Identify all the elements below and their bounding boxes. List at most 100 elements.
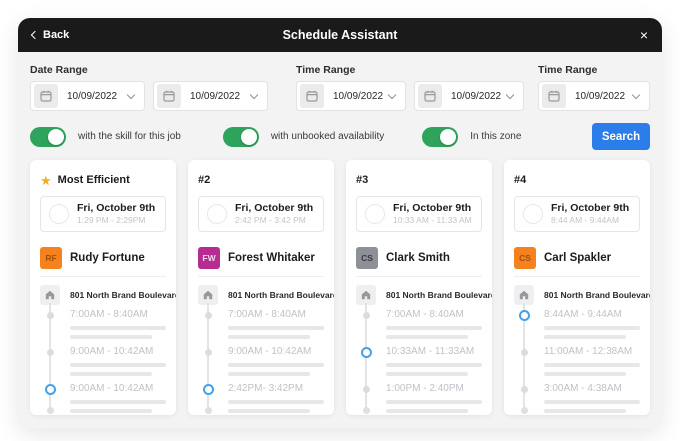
skeleton-bar <box>228 409 310 413</box>
timeline: 8:44AM - 9:44AM 11:00AM - 12:38AM 3:00AM… <box>514 303 640 414</box>
technician-row: CS Clark Smith <box>356 240 482 277</box>
timeline-slot: 1:00PM - 2:40PM <box>363 383 482 413</box>
date-value: 10/09/2022 <box>190 90 241 102</box>
skeleton-bar <box>386 372 468 376</box>
date-option[interactable]: Fri, October 9th 8:44 AM - 9:44AM <box>514 196 640 232</box>
back-button[interactable]: Back <box>30 29 70 41</box>
skeleton-bar <box>386 409 468 413</box>
date-option[interactable]: Fri, October 9th 1:29 PM - 2:29PM <box>40 196 166 232</box>
toggle-zone[interactable] <box>422 126 459 147</box>
address-row: 801 North Brand Boulevard <box>40 277 176 309</box>
calendar-icon <box>418 84 442 108</box>
avatar: FW <box>198 247 220 269</box>
schedule-card: #2 Fri, October 9th 2:42 PM - 3:42 PM FW… <box>188 160 334 415</box>
chevron-down-icon <box>631 90 641 99</box>
close-icon[interactable]: × <box>639 27 648 43</box>
skeleton-bar <box>386 326 482 330</box>
date-input-end[interactable]: 10/09/2022 <box>153 81 268 111</box>
calendar-icon <box>34 84 58 108</box>
toggle-skill[interactable] <box>30 126 66 147</box>
skeleton-bar <box>228 363 324 367</box>
time-range-group-2: Time Range 10/09/2022 <box>538 64 650 111</box>
date-option[interactable]: Fri, October 9th 10:33 AM - 11:33 AM <box>356 196 482 232</box>
skeleton-bar <box>228 400 324 404</box>
calendar-icon <box>542 84 566 108</box>
chevron-down-icon <box>249 90 259 99</box>
timeline-slot: 10:33AM - 11:33AM <box>361 346 482 376</box>
timeline-dot <box>519 310 530 321</box>
schedule-assistant-modal: Back Schedule Assistant × Date Range 10/… <box>18 18 662 428</box>
timeline-slot: 3:00AM - 4:38AM <box>521 383 640 413</box>
schedule-card: #3 Fri, October 9th 10:33 AM - 11:33 AM … <box>346 160 492 415</box>
toggle-availability-wrap: with unbooked availability <box>222 126 384 147</box>
technician-row: CS Carl Spakler <box>514 240 640 277</box>
timeline-dot <box>363 312 370 319</box>
date-title: Fri, October 9th <box>551 202 630 214</box>
timeline-dot <box>203 384 214 395</box>
skeleton-bar <box>544 326 640 330</box>
technician-row: FW Forest Whitaker <box>198 240 324 277</box>
time-input-end[interactable]: 10/09/2022 <box>414 81 524 111</box>
date-title: Fri, October 9th <box>77 202 156 214</box>
timeline-slot: 8:44AM - 9:44AM <box>519 309 640 339</box>
timeline-line <box>523 303 525 409</box>
slot-time: 9:00AM - 10:42AM <box>70 383 154 394</box>
skeleton-bar <box>70 326 166 330</box>
time-input-single[interactable]: 10/09/2022 <box>538 81 650 111</box>
date-value: 10/09/2022 <box>575 90 626 102</box>
date-time-range: 10:33 AM - 11:33 AM <box>393 215 472 225</box>
timeline-slot: 2:42PM- 3:42PM <box>203 383 324 413</box>
skeleton-bar <box>544 335 626 339</box>
skeleton-bar <box>70 372 152 376</box>
toggle-availability[interactable] <box>222 126 259 147</box>
home-icon <box>198 285 218 305</box>
slot-time: 9:00AM - 10:42AM <box>70 346 154 357</box>
timeline-end-dot <box>363 407 370 414</box>
address-text: 801 North Brand Boulevard <box>386 290 492 300</box>
timeline-dot <box>47 349 54 356</box>
date-input-start[interactable]: 10/09/2022 <box>30 81 145 111</box>
address-row: 801 North Brand Boulevard <box>198 277 334 309</box>
toggle-skill-wrap: with the skill for this job <box>30 126 181 147</box>
date-value: 10/09/2022 <box>333 90 384 102</box>
timeline-slot: 7:00AM - 8:40AM <box>363 309 482 339</box>
chevron-down-icon <box>505 90 515 99</box>
address-text: 801 North Brand Boulevard <box>228 290 334 300</box>
home-icon <box>356 285 376 305</box>
timeline: 7:00AM - 8:40AM 9:00AM - 10:42AM 2:42PM-… <box>198 303 324 414</box>
slot-time: 7:00AM - 8:40AM <box>228 309 306 320</box>
toggle-label: with the skill for this job <box>78 131 181 142</box>
technician-name: Carl Spakler <box>544 252 612 264</box>
radio-button[interactable] <box>365 204 385 224</box>
search-button[interactable]: Search <box>592 123 650 150</box>
radio-button[interactable] <box>523 204 543 224</box>
timeline-slot: 9:00AM - 10:42AM <box>47 346 166 376</box>
radio-button[interactable] <box>207 204 227 224</box>
timeline-slot: 11:00AM - 12:38AM <box>521 346 640 376</box>
card-header: ★ Most Efficient <box>40 172 166 188</box>
time-input-start[interactable]: 10/09/2022 <box>296 81 406 111</box>
date-title: Fri, October 9th <box>393 202 472 214</box>
time-range-label: Time Range <box>538 64 598 76</box>
slot-time: 10:33AM - 11:33AM <box>386 346 475 357</box>
timeline-dot <box>521 386 528 393</box>
timeline-line <box>49 303 51 409</box>
toggle-label: In this zone <box>470 131 522 142</box>
timeline-line <box>207 303 209 409</box>
back-label: Back <box>43 29 70 41</box>
card-rank-label: #3 <box>356 174 369 186</box>
skeleton-bar <box>544 400 640 404</box>
card-rank-label: Most Efficient <box>57 174 130 186</box>
date-time-range: 2:42 PM - 3:42 PM <box>235 215 306 225</box>
calendar-icon <box>157 84 181 108</box>
skeleton-bar <box>70 409 152 413</box>
schedule-card: ★ Most Efficient Fri, October 9th 1:29 P… <box>30 160 176 415</box>
technician-name: Forest Whitaker <box>228 252 315 264</box>
schedule-card: #4 Fri, October 9th 8:44 AM - 9:44AM CS … <box>504 160 650 415</box>
skeleton-bar <box>70 335 152 339</box>
date-option[interactable]: Fri, October 9th 2:42 PM - 3:42 PM <box>198 196 324 232</box>
avatar: CS <box>356 247 378 269</box>
back-chevron-icon <box>30 30 40 40</box>
radio-button[interactable] <box>49 204 69 224</box>
timeline-end-dot <box>47 407 54 414</box>
